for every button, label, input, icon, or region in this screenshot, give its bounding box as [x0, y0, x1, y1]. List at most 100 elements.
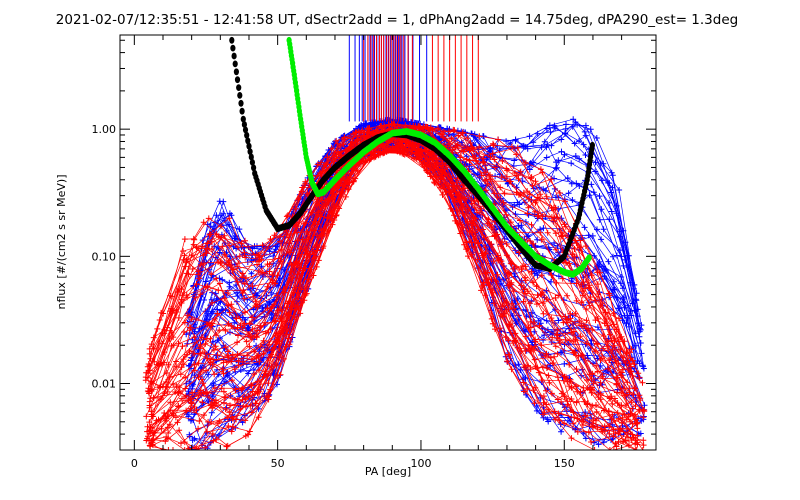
red-data-point	[618, 420, 625, 426]
red-trace-line	[147, 124, 632, 392]
red-data-point	[566, 361, 573, 368]
red-data-point	[267, 326, 274, 333]
red-data-point	[567, 376, 574, 383]
red-data-point	[564, 292, 571, 299]
red-data-point	[527, 300, 534, 307]
red-data-point	[478, 287, 485, 294]
red-data-point	[612, 440, 619, 447]
red-trace-line	[149, 123, 627, 366]
red-data-point	[182, 385, 189, 392]
red-data-point	[483, 187, 489, 194]
blue-data-point	[582, 122, 589, 129]
red-data-point	[219, 243, 226, 250]
red-data-point	[221, 232, 228, 239]
blue-data-point	[563, 408, 570, 415]
red-data-point	[234, 244, 241, 251]
red-data-point	[577, 333, 584, 340]
red-data-point	[163, 370, 170, 376]
red-data-point	[524, 188, 531, 195]
blue-data-point	[564, 175, 571, 181]
blue-data-point	[621, 304, 628, 311]
red-data-point	[252, 400, 259, 407]
red-data-point	[622, 360, 629, 366]
red-data-point	[192, 294, 199, 301]
blue-data-point	[553, 164, 560, 171]
red-data-point	[167, 399, 174, 406]
red-data-point	[173, 358, 180, 365]
red-data-point	[525, 342, 532, 349]
red-data-point	[310, 248, 316, 255]
red-data-point	[191, 350, 198, 357]
red-data-point	[563, 259, 570, 266]
red-data-point	[615, 415, 622, 422]
blue-data-point	[568, 160, 575, 167]
red-data-point	[200, 389, 207, 396]
red-data-point	[619, 414, 626, 421]
red-data-point	[208, 246, 215, 252]
red-data-point	[167, 327, 174, 334]
red-data-point	[532, 363, 539, 370]
blue-data-point	[615, 305, 622, 312]
red-data-point	[632, 440, 639, 447]
red-data-point	[561, 420, 568, 427]
red-data-point	[499, 158, 506, 164]
blue-data-point	[270, 253, 277, 259]
blue-data-point	[255, 405, 262, 412]
blue-data-point	[360, 120, 367, 127]
red-data-point	[248, 356, 255, 363]
red-data-point	[243, 338, 250, 345]
red-data-point	[593, 402, 599, 408]
red-data-point	[255, 268, 262, 275]
blue-data-point	[581, 224, 588, 231]
red-data-point	[160, 310, 167, 317]
blue-data-point	[526, 133, 533, 140]
red-data-point	[197, 261, 204, 268]
red-data-point	[545, 406, 552, 413]
red-data-point	[620, 366, 626, 373]
red-data-point	[226, 242, 233, 249]
red-data-point	[589, 402, 596, 409]
blue-data-point	[594, 226, 600, 233]
red-data-point	[165, 447, 172, 450]
blue-data-point	[186, 447, 193, 450]
blue-data-point	[202, 332, 209, 339]
red-data-point	[333, 212, 340, 219]
red-data-point	[484, 180, 491, 187]
red-data-point	[599, 373, 606, 380]
blue-data-point	[544, 416, 551, 423]
red-data-point	[216, 327, 223, 334]
red-data-point	[195, 391, 202, 398]
red-data-point	[145, 433, 151, 440]
red-data-point	[556, 190, 563, 196]
red-data-point	[478, 172, 485, 179]
blue-data-point	[617, 233, 624, 240]
red-data-point	[445, 183, 452, 190]
red-data-point	[243, 396, 249, 403]
red-data-point	[399, 138, 406, 145]
red-data-point	[580, 418, 587, 425]
blue-data-point	[503, 138, 510, 145]
red-data-point	[181, 447, 188, 450]
blue-data-point	[609, 436, 616, 442]
red-data-point	[229, 423, 236, 430]
red-data-point	[246, 320, 253, 327]
red-data-point	[508, 300, 515, 307]
red-data-point	[213, 275, 220, 282]
blue-data-point	[531, 270, 538, 277]
red-data-point	[234, 397, 241, 404]
red-data-point	[213, 231, 220, 237]
red-data-point	[548, 205, 555, 212]
blue-data-point	[209, 308, 216, 315]
red-data-point	[540, 310, 547, 317]
red-data-point	[514, 144, 521, 151]
red-data-point	[238, 274, 245, 281]
red-data-point	[456, 193, 463, 200]
red-data-point	[314, 247, 320, 254]
red-data-point	[276, 345, 283, 352]
red-data-point	[246, 343, 253, 350]
red-data-point	[606, 292, 613, 299]
red-data-point	[214, 352, 221, 358]
red-data-point	[465, 204, 472, 211]
red-data-point	[505, 282, 512, 289]
blue-data-point	[596, 216, 603, 223]
